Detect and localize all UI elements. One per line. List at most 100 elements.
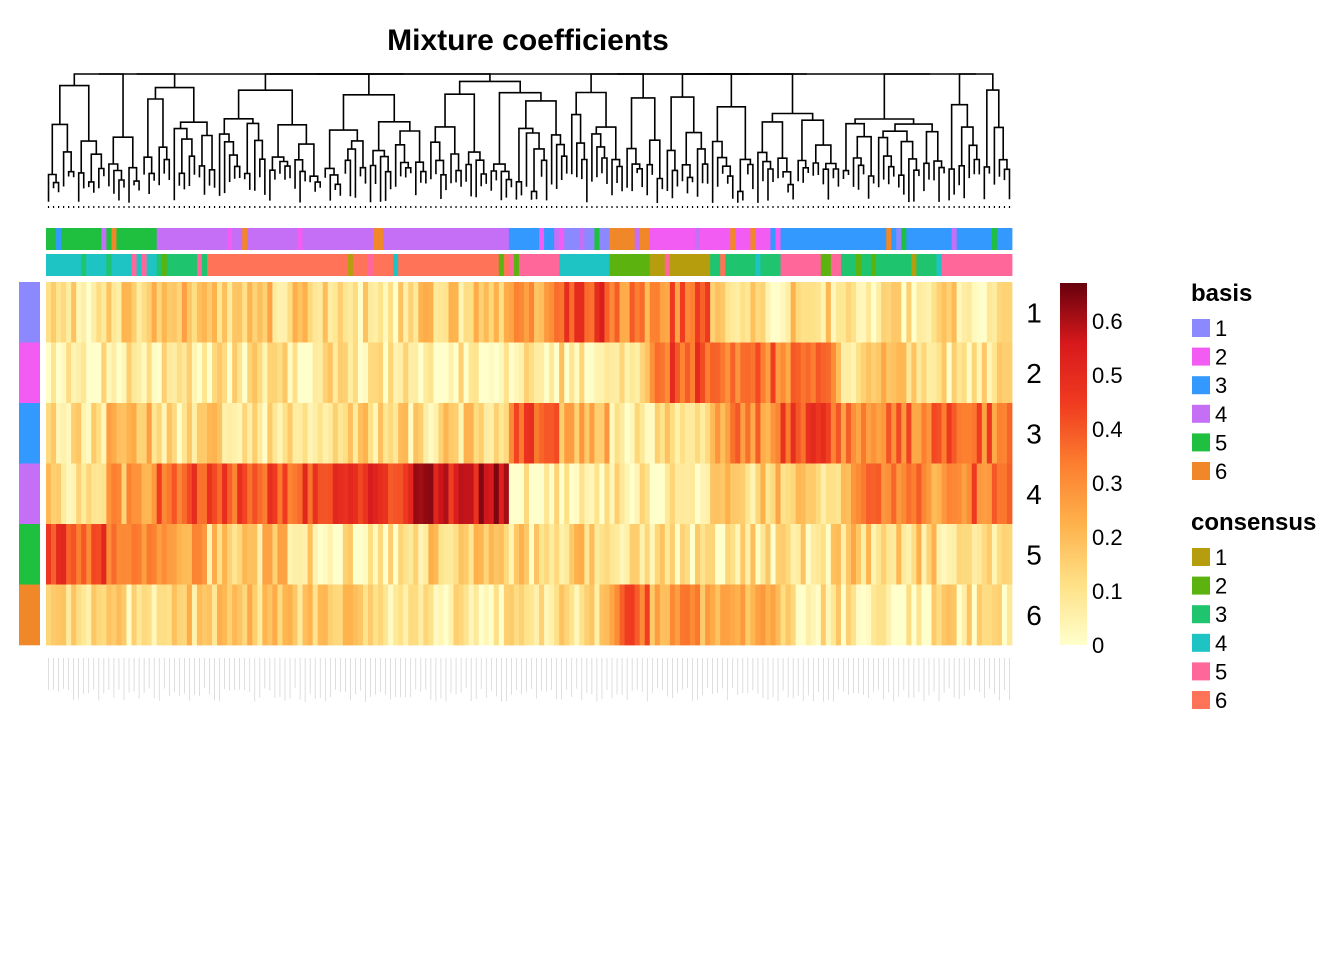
heatmap-cell [745,282,751,343]
heatmap-cell [393,463,399,525]
heatmap-cell [705,584,711,646]
heatmap-cell [503,584,510,646]
heatmap-cell [277,463,283,525]
heatmap-cell [176,342,183,404]
basis-annotation-cell [805,228,812,250]
heatmap-cell [66,282,72,343]
basis-annotation-cell [317,228,324,250]
heatmap-cell [664,403,671,464]
heatmap-cell [61,403,67,464]
heatmap-cell [342,403,349,464]
heatmap-cell [981,282,988,343]
heatmap-cell [61,463,67,525]
heatmap-cell [272,584,278,646]
heatmap-cell [760,342,766,404]
heatmap-cell [86,524,92,585]
heatmap-cell [820,524,827,585]
heatmap-cell [871,342,877,404]
heatmap-cell [458,584,464,646]
consensus-annotation-cell [710,254,716,276]
heatmap-cell [835,463,842,525]
heatmap-cell [378,584,384,646]
heatmap-cell [579,584,585,646]
basis-annotation-cell [931,228,937,250]
heatmap-cell [569,463,575,525]
basis-annotation-cell [518,228,525,250]
heatmap-cell [966,584,973,646]
heatmap-cell [478,524,485,585]
heatmap-cell [564,524,570,585]
dendrogram-branch [867,175,875,199]
dendrogram-branch [948,168,955,201]
row-label: 6 [1026,600,1042,631]
heatmap-cell [991,584,998,646]
heatmap-cell [564,403,570,464]
heatmap-cell [66,463,72,525]
consensus-legend-swatch [1192,691,1210,709]
heatmap-cell [981,342,988,404]
heatmap-cell [352,584,359,646]
heatmap-cell [856,463,862,525]
heatmap-cell [765,524,771,585]
heatmap-cell [755,403,761,464]
basis-annotation-cell [136,228,142,250]
heatmap-cell [156,282,163,343]
heatmap-cell [217,463,223,525]
dendrogram-branch [883,73,977,119]
heatmap-cell [357,282,364,343]
heatmap-cell [141,463,148,525]
consensus-annotation-cell [564,254,570,276]
heatmap-cell [820,282,827,343]
heatmap-cell [498,282,505,343]
heatmap-cell [529,403,535,464]
heatmap-cell [871,524,877,585]
heatmap-cell [101,282,107,343]
dendrogram-branch [379,155,389,202]
colorbar-tick-label: 0.6 [1092,309,1123,334]
heatmap-cell [473,524,480,585]
heatmap-cell [373,403,379,464]
heatmap-cell [956,463,963,525]
basis-annotation-cell [453,228,459,250]
basis-annotation-cell [408,228,414,250]
consensus-annotation-cell [207,254,213,276]
basis-annotation-cell [941,228,947,250]
heatmap-cell [936,463,942,525]
heatmap-cell [911,403,917,464]
consensus-annotation-cell [725,254,731,276]
row-label: 5 [1026,539,1042,570]
heatmap-cell [393,282,399,343]
dendrogram-branch [294,159,304,189]
basis-annotation-cell [292,228,298,250]
heatmap-cell [207,463,213,525]
heatmap-cell [795,524,802,585]
heatmap-cell [1001,403,1008,464]
heatmap-cell [61,584,67,646]
dendrogram-branch [913,169,920,202]
basis-annotation-cell [926,228,932,250]
heatmap-cell [594,584,600,646]
dendrogram-branch [671,169,679,199]
basis-annotation-cell [529,228,535,250]
heatmap-cell [664,584,671,646]
heatmap-cell [594,342,600,404]
heatmap-cell [820,463,827,525]
consensus-annotation-cell [765,254,771,276]
heatmap-cell [523,524,530,585]
heatmap-cell [584,282,590,343]
heatmap-cell [498,403,505,464]
heatmap-cell [549,524,555,585]
heatmap-cell [991,342,998,404]
heatmap-cell [906,282,912,343]
heatmap-cell [267,403,273,464]
heatmap-cell [730,403,736,464]
consensus-annotation-cell [498,254,505,276]
heatmap-cell [217,282,223,343]
dendrogram-branch [59,84,90,142]
heatmap-cell [368,342,374,404]
heatmap-cell [267,282,273,343]
heatmap-cell [191,524,198,585]
basis-annotation-cell [951,228,958,250]
heatmap-cell [247,584,253,646]
heatmap-cell [906,584,912,646]
